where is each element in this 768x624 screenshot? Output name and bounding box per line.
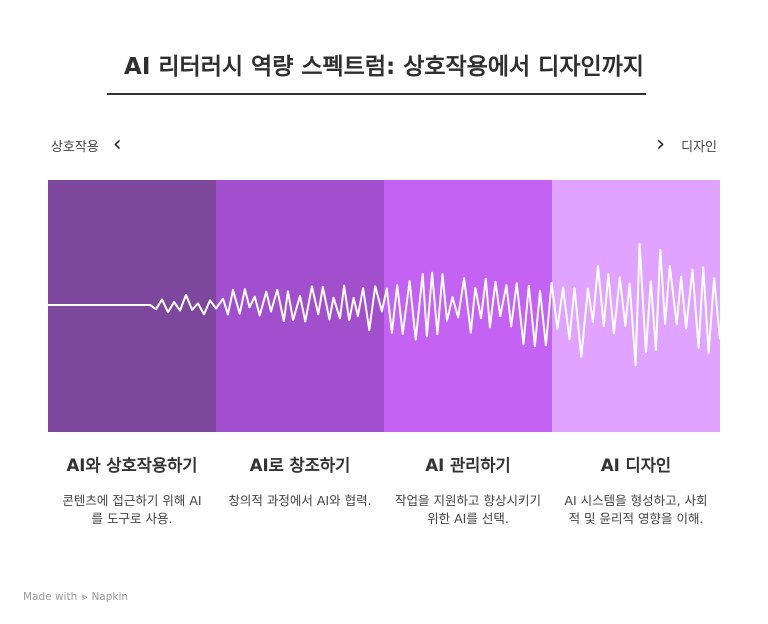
chevron-right-icon: › (656, 132, 666, 157)
stage-title: AI로 창조하기 (249, 456, 351, 475)
waveform-line (48, 242, 720, 367)
footer-credit: Made with ⪢ Napkin (23, 590, 128, 604)
brand-label: Napkin (91, 591, 129, 603)
stage-title: AI와 상호작용하기 (66, 456, 198, 475)
spectrum-bands (48, 180, 720, 432)
waveform-graphic (48, 242, 720, 367)
stage-create: AI로 창조하기 창의적 과정에서 AI와 협력. (216, 452, 384, 510)
stage-description: 콘텐츠에 접근하기 위해 AI를 도구로 사용. (62, 493, 202, 526)
napkin-logo-icon: ⪢ (81, 590, 88, 603)
stage-description: AI 시스템을 형성하고, 사회적 및 윤리적 영향을 이해. (564, 493, 708, 526)
axis-left-label: 상호작용 (51, 139, 99, 155)
axis-left: 상호작용 ‹ (51, 134, 122, 156)
stage-manage: AI 관리하기 작업을 지원하고 향상시키기 위한 AI를 선택. (384, 452, 552, 527)
stage-interact: AI와 상호작용하기 콘텐츠에 접근하기 위해 AI를 도구로 사용. (48, 452, 216, 527)
title-underline (107, 93, 646, 95)
axis-right: › 디자인 (656, 134, 717, 156)
stage-description: 창의적 과정에서 AI와 협력. (228, 493, 372, 508)
stage-design: AI 디자인 AI 시스템을 형성하고, 사회적 및 윤리적 영향을 이해. (552, 452, 720, 527)
band-design (552, 180, 720, 432)
stage-title: AI 관리하기 (425, 456, 511, 475)
made-with-label: Made with (23, 591, 78, 603)
stage-title: AI 디자인 (600, 456, 672, 475)
page-title: AI 리터러시 역량 스펙트럼: 상호작용에서 디자인까지 (124, 54, 644, 80)
axis-right-label: 디자인 (681, 139, 717, 155)
stage-description: 작업을 지원하고 향상시키기 위한 AI를 선택. (395, 493, 541, 526)
chevron-left-icon: ‹ (112, 132, 122, 157)
